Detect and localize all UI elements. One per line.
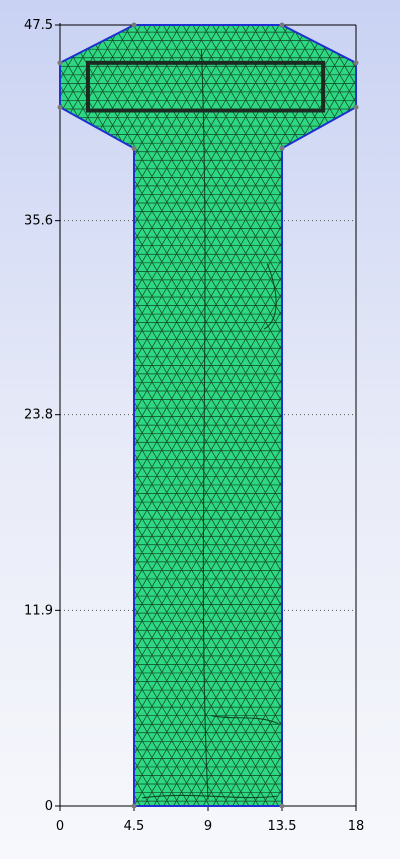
- x-tick-label: 13.5: [268, 819, 297, 834]
- x-tick-labels: 0 4.5 9 13.5 18: [56, 819, 364, 834]
- boundary-vertex: [353, 60, 359, 66]
- boundary-vertex: [131, 22, 137, 28]
- boundary-vertex: [131, 145, 137, 151]
- y-tick-label: 47.5: [24, 18, 53, 33]
- y-tick-label: 0: [45, 799, 53, 814]
- mesh-seam-lines: [142, 49, 279, 800]
- y-tick-label: 23.8: [24, 408, 53, 423]
- y-tick-label: 35.6: [24, 214, 53, 229]
- boundary-vertices: [57, 22, 359, 809]
- embedded-rectangle: [85, 60, 326, 113]
- x-tick-label: 9: [204, 819, 212, 834]
- x-tick-label: 4.5: [124, 819, 145, 834]
- boundary-vertex: [279, 145, 285, 151]
- boundary-vertex: [353, 104, 359, 110]
- x-tick-label: 0: [56, 819, 64, 834]
- boundary-vertex: [279, 803, 285, 809]
- boundary-vertex: [279, 22, 285, 28]
- x-tick-label: 18: [348, 819, 365, 834]
- mesh-region: [60, 25, 356, 806]
- boundary-vertex: [131, 803, 137, 809]
- y-tick-labels: 0 11.9 23.8 35.6 47.5: [24, 18, 53, 814]
- boundary-vertex: [57, 104, 63, 110]
- y-tick-label: 11.9: [24, 603, 53, 618]
- boundary-vertex: [57, 60, 63, 66]
